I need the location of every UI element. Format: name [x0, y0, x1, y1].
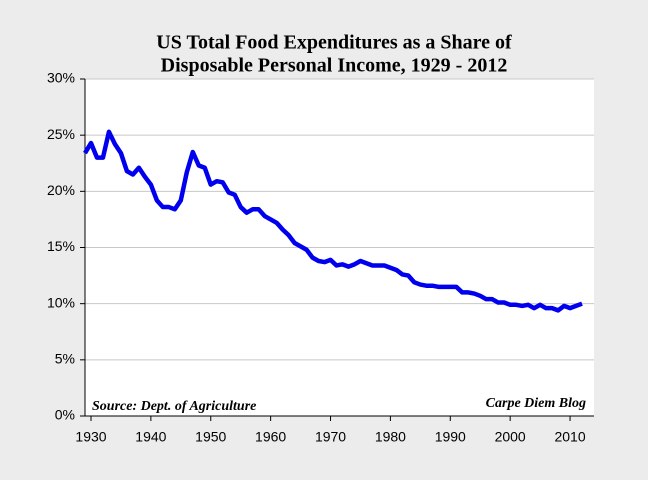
- blog-note: Carpe Diem Blog: [486, 396, 586, 411]
- data-line: [83, 129, 583, 313]
- x-tick-label: 1980: [375, 429, 406, 445]
- y-tick-label: 5%: [55, 351, 75, 367]
- x-tick-label: 1930: [75, 429, 106, 445]
- chart-subtitle: Disposable Personal Income, 1929 - 2012: [161, 55, 508, 77]
- y-tick-label: 20%: [47, 182, 75, 198]
- x-tick-label: 2010: [554, 429, 585, 445]
- y-tick-label: 25%: [47, 126, 75, 142]
- x-tick-label: 1990: [435, 429, 466, 445]
- y-tick-label: 30%: [47, 70, 75, 86]
- x-tick-label: 1950: [195, 429, 226, 445]
- x-tick-label: 1970: [315, 429, 346, 445]
- y-tick-label: 10%: [47, 294, 75, 310]
- source-note: Source: Dept. of Agriculture: [92, 399, 256, 414]
- chart-title: US Total Food Expenditures as a Share of: [156, 32, 512, 54]
- x-tick-label: 2000: [495, 429, 526, 445]
- x-tick-label: 1960: [255, 429, 286, 445]
- y-tick-label: 0%: [55, 407, 75, 423]
- y-tick-label: 15%: [47, 238, 75, 254]
- x-tick-label: 1940: [135, 429, 166, 445]
